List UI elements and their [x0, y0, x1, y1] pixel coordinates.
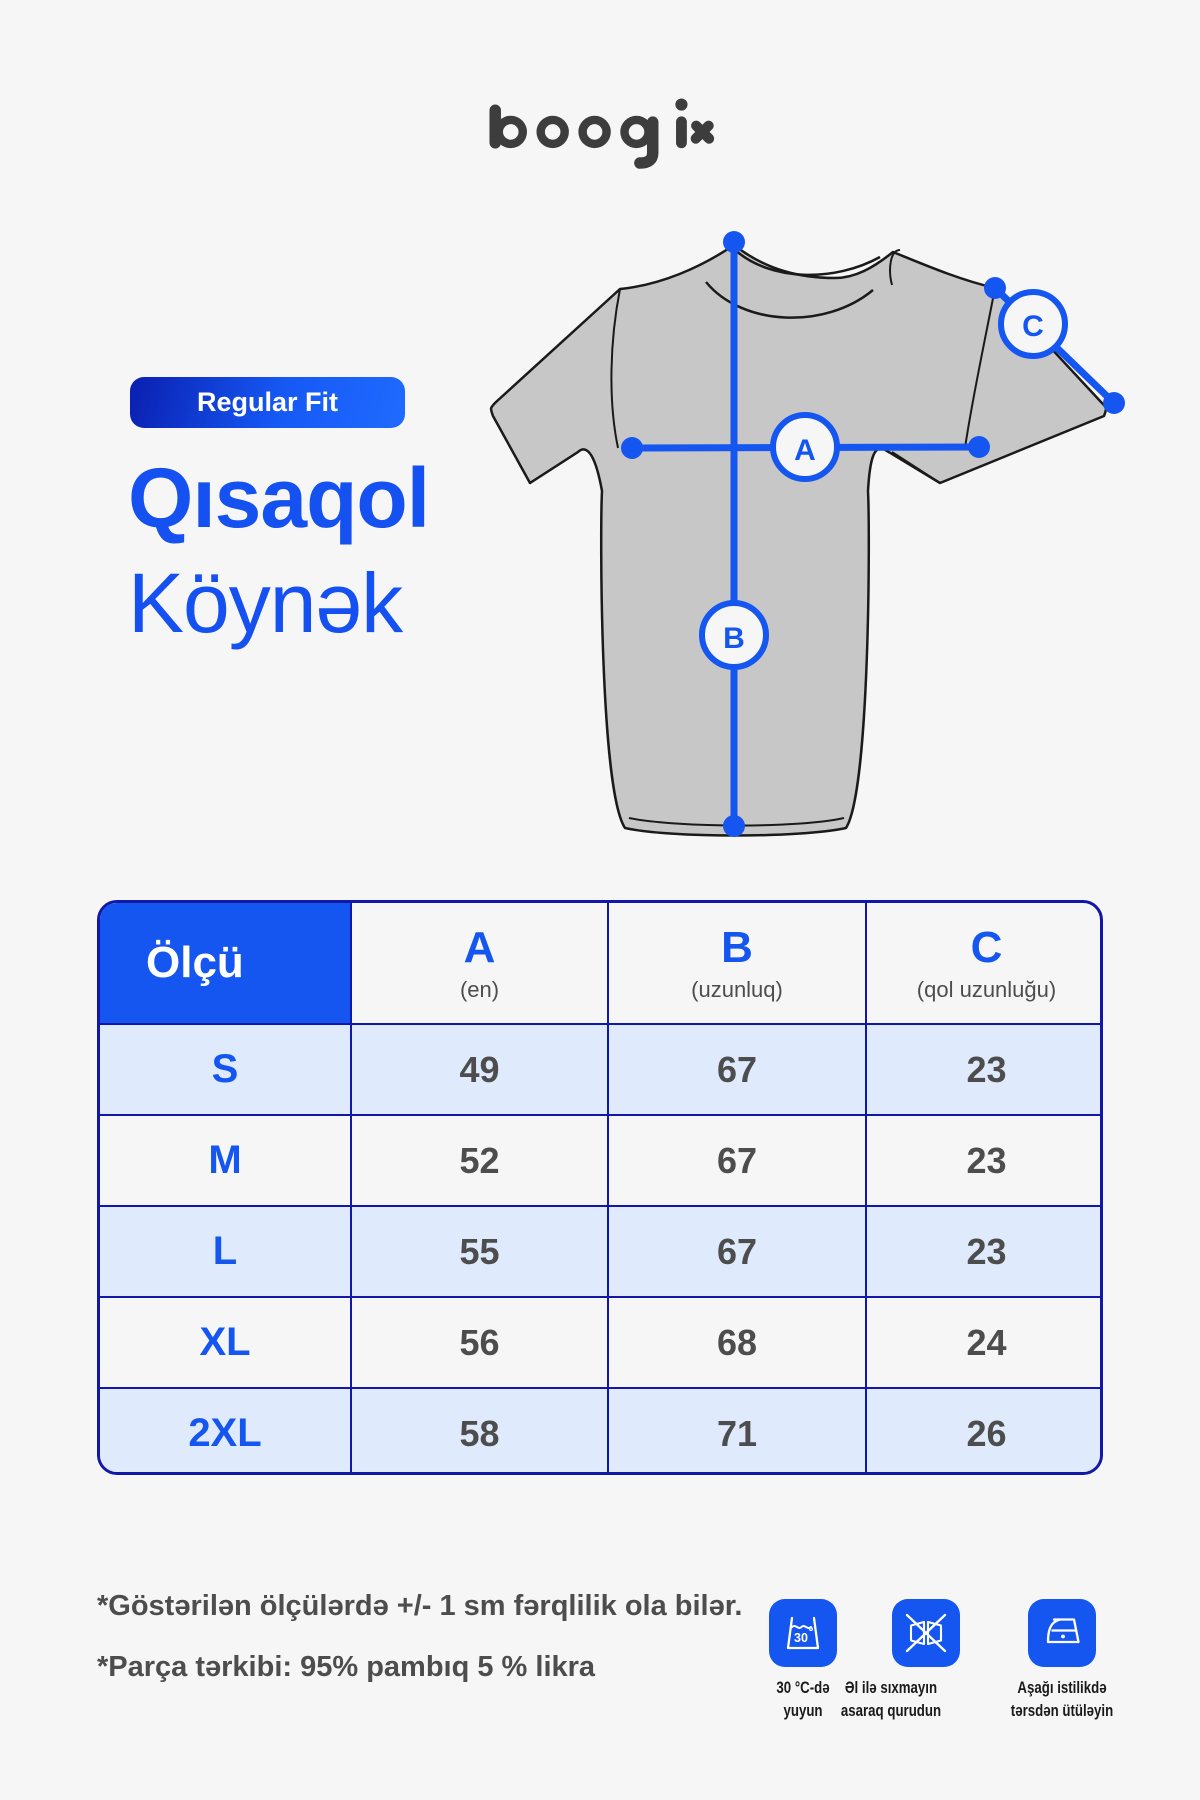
svg-text:C: C [1022, 310, 1044, 343]
svg-text:A: A [794, 434, 816, 467]
svg-text:B: B [723, 622, 745, 655]
svg-text:30: 30 [794, 1631, 808, 1645]
